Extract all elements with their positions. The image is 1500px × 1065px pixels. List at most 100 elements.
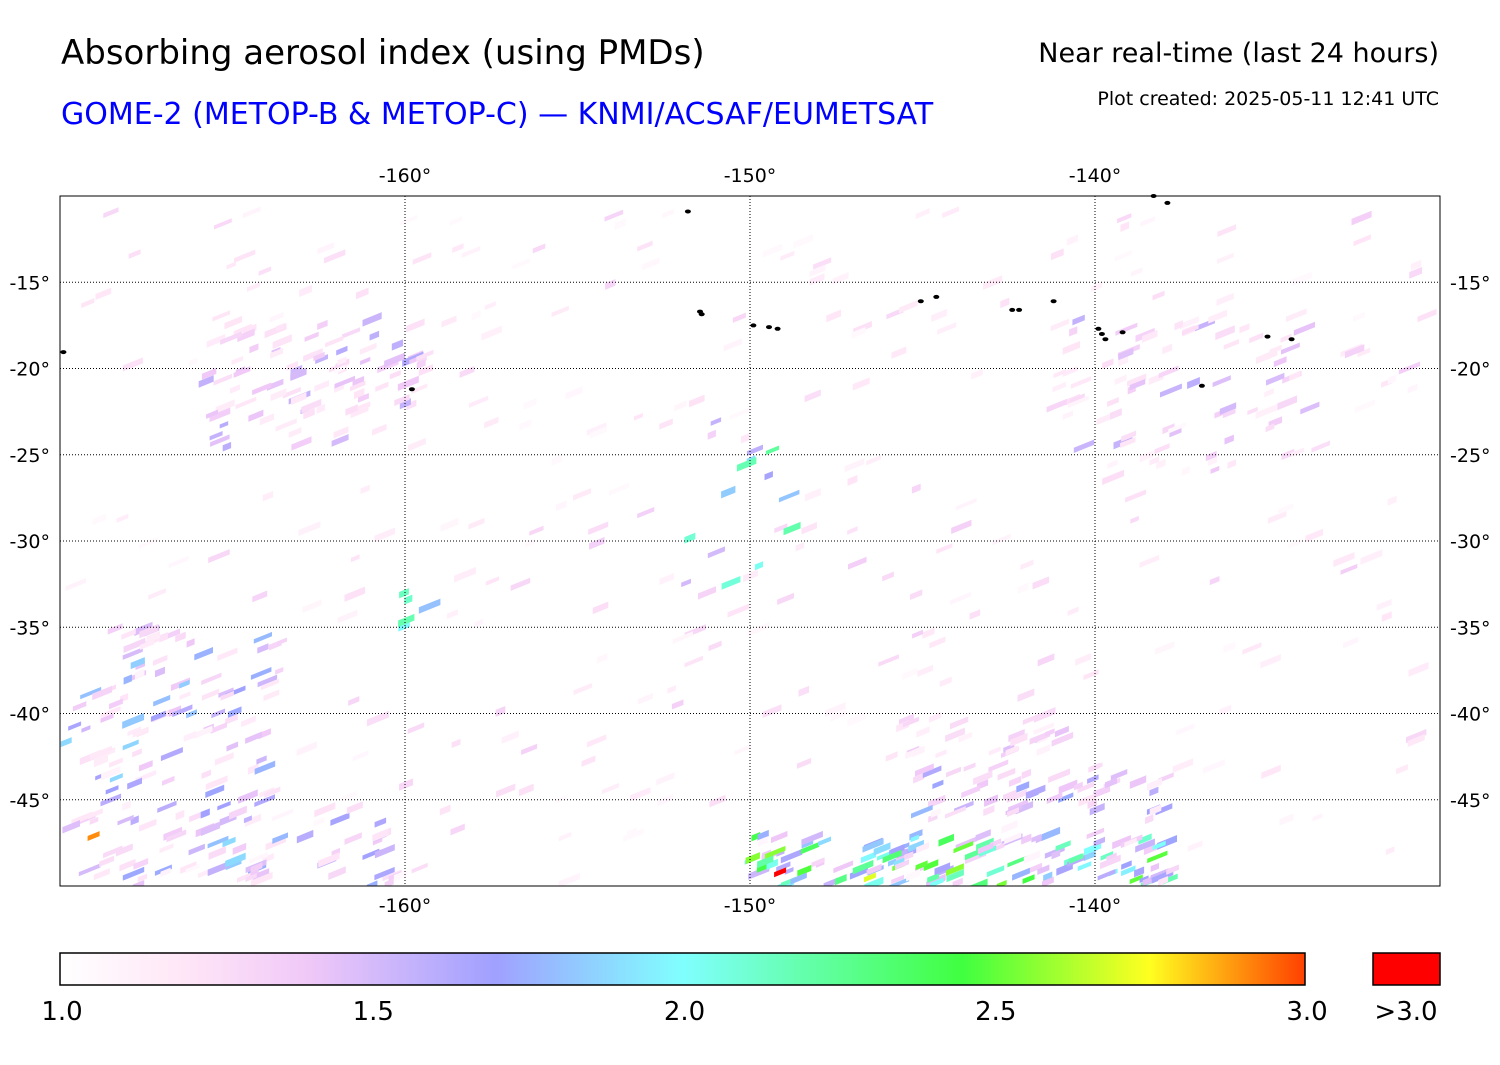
aerosol-pixel (1016, 781, 1030, 793)
aerosol-pixel (813, 257, 832, 270)
aerosol-pixel (983, 275, 1003, 290)
aerosol-hotspot (915, 860, 928, 871)
chart-subtitle: GOME-2 (METOP-B & METOP-C) — KNMI/ACSAF/… (61, 97, 934, 132)
aerosol-pixel (1021, 768, 1032, 780)
aerosol-pixel (1385, 846, 1395, 856)
aerosol-pixel (219, 421, 229, 429)
aerosol-pixel (984, 794, 998, 807)
aerosol-pixel (1266, 372, 1285, 386)
aerosol-pixel (1005, 745, 1018, 756)
aerosol-pixel (162, 775, 175, 786)
aerosol-pixel (180, 861, 197, 874)
aerosol-pixel (501, 730, 519, 744)
aerosol-pixel (1409, 266, 1423, 279)
aerosol-pixel (175, 631, 186, 643)
aerosol-pixel (975, 829, 991, 842)
aerosol-pixel (188, 843, 205, 856)
aerosol-pixel (911, 483, 921, 494)
aerosol-pixel (809, 265, 826, 278)
aerosol-pixel (210, 434, 230, 447)
island-outline (750, 323, 757, 328)
aerosol-pixel (1152, 290, 1165, 301)
aerosol-pixel (103, 845, 123, 859)
aerosol-pixel (397, 375, 419, 391)
aerosol-pixel (407, 437, 426, 452)
aerosol-pixel (99, 855, 114, 867)
aerosol-pixel (934, 862, 951, 876)
island-outline (1164, 200, 1171, 205)
aerosol-pixel (674, 400, 687, 412)
aerosol-pixel (1012, 867, 1030, 881)
aerosol-pixel (225, 852, 246, 868)
aerosol-pixel (314, 380, 329, 392)
aerosol-pixel (1154, 443, 1170, 455)
aerosol-pixel (122, 866, 145, 881)
aerosol-pixel (835, 874, 847, 886)
aerosol-pixel (1051, 731, 1074, 747)
aerosol-pixel (912, 629, 923, 639)
aerosol-pixel (484, 416, 499, 429)
aerosol-pixel (946, 766, 961, 778)
aerosol-pixel (359, 342, 377, 355)
aerosol-pixel (391, 339, 404, 351)
latitude-tick-label: -25° (9, 445, 50, 467)
aerosol-pixel (334, 365, 346, 374)
aerosol-pixel (1114, 374, 1127, 386)
aerosol-pixel (958, 731, 973, 743)
aerosol-pixel (891, 874, 905, 885)
aerosol-pixel (220, 690, 234, 701)
aerosol-pixel (346, 801, 363, 815)
aerosol-pixel (1041, 826, 1061, 842)
aerosol-pixel (290, 367, 307, 381)
aerosol-pixel (213, 373, 232, 386)
latitude-tick-label: -35° (9, 617, 50, 639)
longitude-tick-label: -150° (724, 895, 777, 917)
aerosol-pixel (1009, 775, 1022, 787)
aerosol-pixel (1067, 606, 1079, 616)
aerosol-pixel (908, 839, 924, 853)
aerosol-pixel (1407, 734, 1425, 748)
aerosol-pixel (331, 433, 349, 447)
aerosol-pixel (913, 773, 924, 784)
aerosol-pixel (238, 789, 258, 804)
latitude-tick-label: -30° (1450, 531, 1491, 553)
aerosol-pixel (1147, 850, 1168, 864)
aerosol-pixel (313, 351, 325, 362)
aerosol-pixel (122, 647, 143, 660)
aerosol-pixel (150, 710, 166, 722)
aerosol-pixel (393, 869, 408, 882)
aerosol-pixel (1070, 393, 1085, 405)
aerosol-pixel (1223, 338, 1240, 350)
latitude-tick-label: -30° (9, 531, 50, 553)
aerosol-pixel (1050, 318, 1070, 332)
aerosol-pixel (1121, 860, 1132, 870)
aerosol-pixel (904, 851, 914, 861)
aerosol-pixel (851, 326, 866, 339)
aerosol-pixel (637, 693, 653, 705)
aerosol-pixel (597, 653, 608, 664)
aerosol-pixel (406, 399, 417, 411)
latitude-tick-label: -35° (1450, 617, 1491, 639)
aerosol-pixel (756, 862, 768, 873)
aerosol-pixel (1048, 768, 1070, 783)
aerosol-pixel (1222, 408, 1236, 419)
aerosol-pixel (864, 876, 884, 886)
aerosol-pixel (734, 744, 751, 756)
aerosol-pixel (303, 407, 315, 420)
aerosol-pixel (973, 770, 993, 785)
aerosol-pixel (459, 365, 475, 378)
aerosol-pixel (1152, 840, 1166, 851)
aerosol-pixel (394, 394, 410, 406)
island-outline (1102, 337, 1109, 342)
aerosol-pixel (1239, 323, 1250, 334)
aerosol-pixel (352, 375, 365, 388)
aerosol-pixel (1062, 340, 1080, 355)
aerosol-pixel (193, 725, 213, 740)
island-outline (408, 387, 415, 392)
aerosol-pixel (366, 710, 389, 727)
aerosol-pixel (672, 631, 694, 645)
aerosol-pixel (100, 793, 122, 807)
aerosol-pixel (936, 543, 953, 554)
aerosol-pixel (1285, 308, 1307, 323)
aerosol-pixel (1033, 707, 1056, 723)
